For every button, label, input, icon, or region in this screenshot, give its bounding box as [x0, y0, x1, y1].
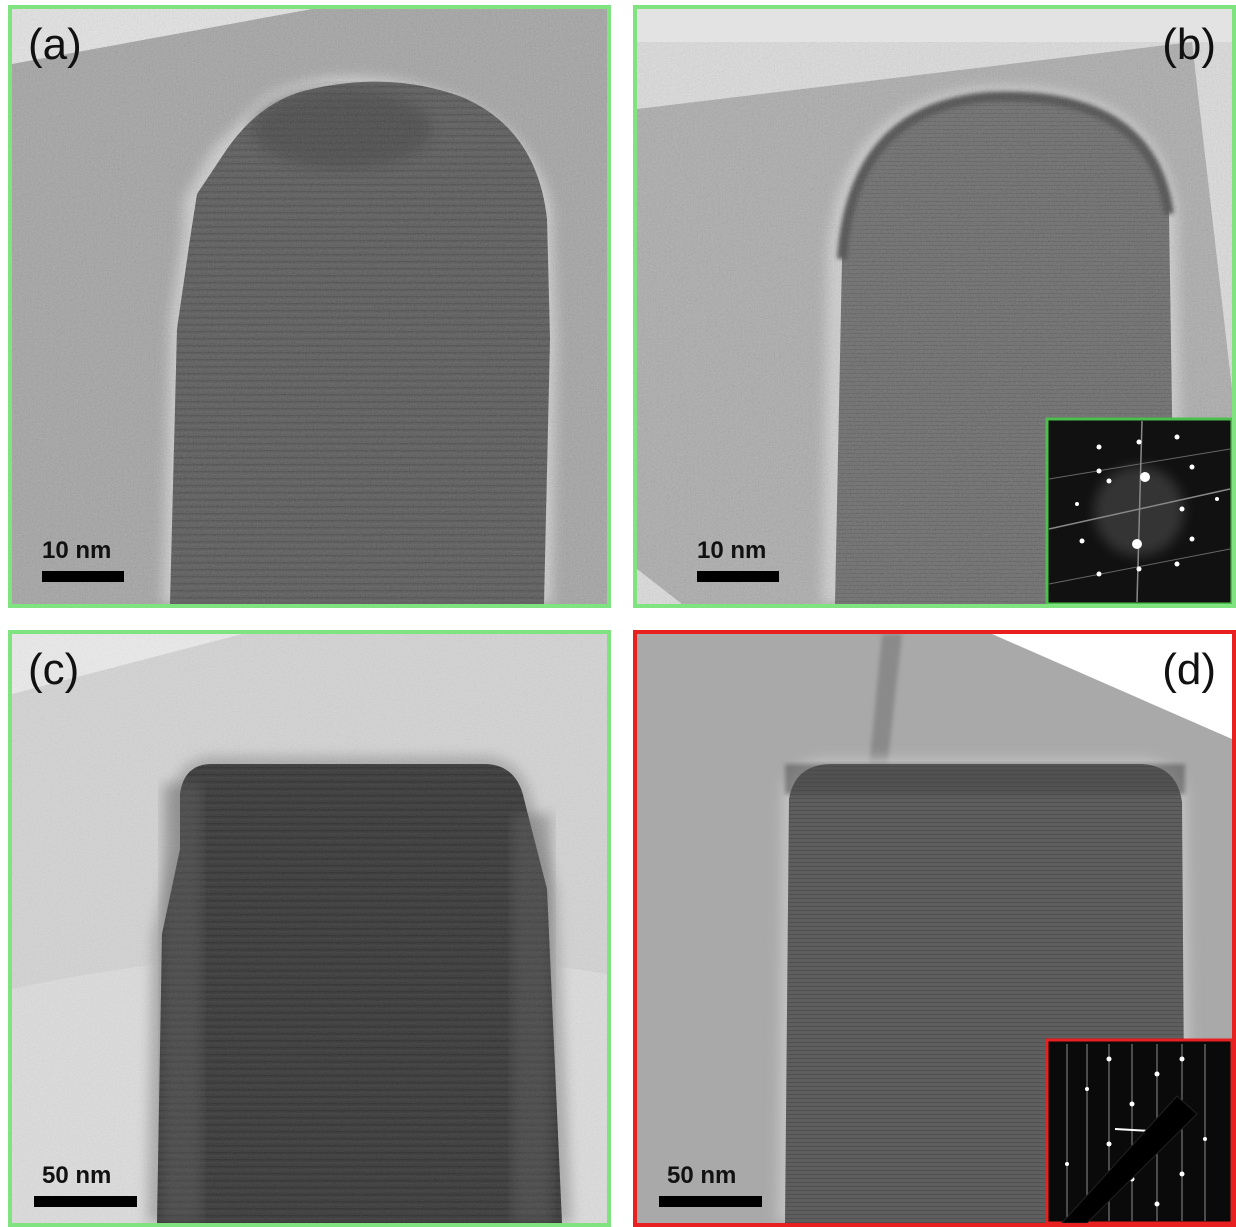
panel-b: (b) 10 nm [633, 5, 1236, 608]
panel-d: (d) 50 nm [633, 630, 1236, 1227]
tem-image [12, 9, 607, 604]
tem-image [637, 634, 1232, 1223]
scale-bar-label: 50 nm [667, 1162, 737, 1189]
diffraction-inset [1045, 1038, 1232, 1223]
tem-image [12, 634, 607, 1223]
panel-label: (d) [1162, 645, 1216, 694]
panel-label: (c) [28, 645, 80, 694]
scale-bar-label: 50 nm [42, 1162, 112, 1189]
scale-bar [697, 571, 779, 582]
scale-bar [659, 1196, 762, 1207]
scale-bar-label: 10 nm [42, 537, 112, 564]
scale-bar [42, 571, 124, 582]
panel-label: (b) [1162, 20, 1216, 69]
panel-c: (c) 50 nm [8, 630, 611, 1227]
scale-bar [34, 1196, 137, 1207]
panel-a: (a) 10 nm [8, 5, 611, 608]
scale-bar-label: 10 nm [697, 537, 767, 564]
tem-image [637, 9, 1232, 604]
fft-inset [1045, 417, 1232, 604]
panel-label: (a) [28, 20, 82, 69]
